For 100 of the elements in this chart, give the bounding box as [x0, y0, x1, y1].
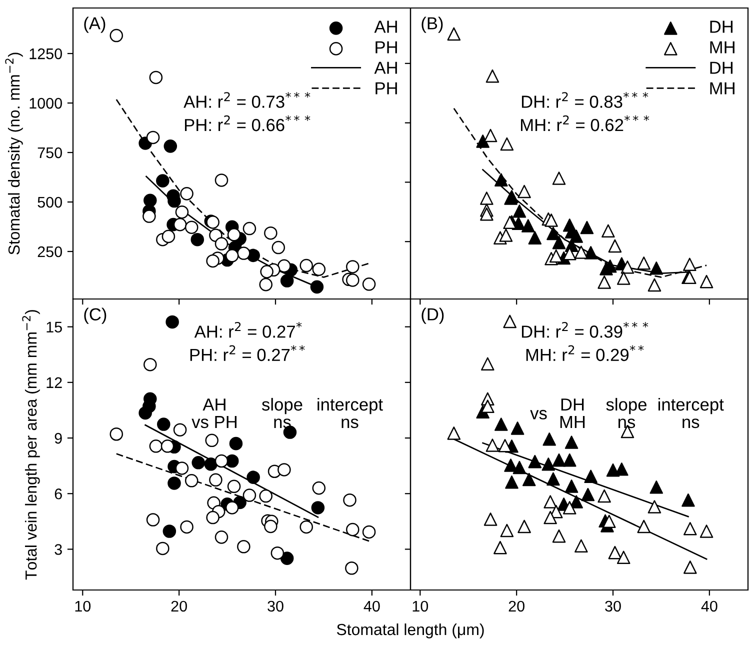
point — [615, 462, 628, 476]
x-tick-label: 30 — [605, 600, 621, 612]
y-tick-label: 12 — [46, 377, 62, 388]
point — [637, 520, 650, 534]
y-tick-label: 6 — [54, 488, 62, 500]
annotation: (A) — [84, 16, 106, 33]
annotation: AH: r$^{2}$ = 0.27$^{*}$ — [194, 322, 302, 338]
point — [192, 456, 205, 470]
annotation: AH: r$^{2}$ = 0.73$^{***}$ — [184, 92, 310, 108]
point — [542, 432, 556, 446]
point — [598, 489, 611, 503]
point — [190, 232, 204, 246]
point — [494, 418, 508, 431]
point — [264, 520, 278, 534]
point — [204, 458, 218, 471]
annotation: MH: r$^{2}$ = 0.62$^{***}$ — [521, 115, 650, 132]
point — [542, 458, 556, 471]
point — [278, 463, 291, 476]
point — [602, 514, 616, 528]
point — [544, 510, 557, 524]
point — [206, 254, 220, 268]
point — [225, 249, 239, 262]
x-tick-label: 40 — [701, 600, 718, 612]
point — [280, 552, 294, 565]
point — [650, 261, 664, 275]
point — [162, 524, 176, 538]
point — [260, 265, 274, 278]
point — [552, 453, 566, 467]
point — [512, 204, 526, 218]
point — [580, 220, 594, 234]
legend-label: AH — [374, 62, 397, 74]
point — [564, 436, 578, 449]
point — [650, 480, 664, 494]
point — [620, 260, 634, 274]
x-tick-label: 30 — [268, 600, 284, 612]
point — [584, 246, 598, 260]
point — [500, 524, 514, 538]
annotation: DH: r$^{2}$ = 0.39$^{***}$ — [522, 322, 648, 338]
x-tick-label: 20 — [508, 600, 524, 612]
y-tick-label: 9 — [54, 432, 62, 444]
point — [166, 315, 179, 329]
point — [546, 472, 560, 486]
point — [246, 470, 260, 484]
point — [552, 236, 566, 250]
point — [570, 495, 583, 508]
annotation: AH vs PH — [192, 398, 236, 428]
point — [142, 210, 156, 223]
legend-label: PH — [376, 82, 397, 94]
point — [584, 470, 598, 484]
point — [180, 187, 194, 200]
point — [476, 134, 490, 148]
point — [503, 314, 516, 328]
annotation: DH MH — [560, 398, 585, 428]
point — [310, 280, 324, 294]
annotation: PH: r$^{2}$ = 0.66$^{***}$ — [184, 115, 310, 132]
y-tick-label: 500 — [38, 196, 62, 208]
point — [486, 438, 500, 452]
y-tick-label: 1250 — [30, 48, 62, 60]
point — [168, 476, 181, 490]
point — [225, 501, 239, 514]
y-tick-label: 250 — [38, 246, 62, 258]
y-tick-label: 3 — [54, 544, 62, 555]
point — [562, 501, 576, 514]
annotation: slope ns — [606, 398, 646, 428]
annotation: (B) — [422, 16, 443, 33]
x-tick-label: 20 — [171, 600, 187, 612]
point — [160, 440, 174, 453]
y-axis-title: Total vein length per area (mm mm$^{−2}$) — [22, 310, 40, 580]
y-tick-label: 1000 — [30, 98, 62, 109]
point — [500, 137, 514, 151]
point — [682, 493, 695, 507]
point — [157, 418, 170, 431]
legend-label: DH — [710, 20, 733, 33]
point — [175, 462, 189, 475]
point — [581, 488, 595, 502]
annotation: PH: r$^{2}$ = 0.27$^{**}$ — [190, 345, 305, 362]
point — [510, 422, 524, 435]
y-tick-label: 15 — [46, 322, 62, 332]
y-axis-title: Stomatal density (no. mm$^{−2}$) — [5, 52, 23, 255]
point — [562, 453, 576, 467]
point — [214, 237, 228, 250]
point — [184, 474, 198, 488]
point — [528, 454, 542, 468]
point — [173, 218, 187, 232]
legend-label: MH — [710, 82, 734, 94]
point — [528, 231, 542, 244]
annotation: intercept ns — [658, 398, 724, 428]
point — [278, 259, 291, 273]
point — [242, 488, 256, 502]
annotation: vs — [530, 410, 547, 420]
point — [142, 400, 156, 413]
annotation: intercept ns — [318, 398, 383, 428]
point — [522, 472, 536, 486]
point — [144, 194, 157, 208]
x-tick-label: 10 — [412, 600, 428, 612]
point — [522, 219, 535, 232]
y-tick-label: 750 — [38, 147, 62, 158]
annotation: DH: r$^{2}$ = 0.83$^{***}$ — [522, 92, 648, 108]
point — [227, 228, 241, 242]
point — [512, 460, 526, 474]
